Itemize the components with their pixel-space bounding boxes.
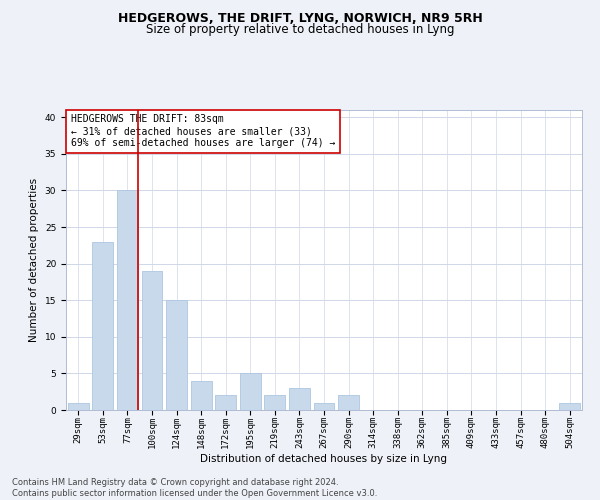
- Bar: [166, 300, 187, 410]
- Bar: [314, 402, 334, 410]
- Y-axis label: Number of detached properties: Number of detached properties: [29, 178, 39, 342]
- Bar: [265, 396, 286, 410]
- Text: HEDGEROWS, THE DRIFT, LYNG, NORWICH, NR9 5RH: HEDGEROWS, THE DRIFT, LYNG, NORWICH, NR9…: [118, 12, 482, 26]
- Bar: [289, 388, 310, 410]
- Bar: [338, 396, 359, 410]
- Bar: [191, 380, 212, 410]
- Text: HEDGEROWS THE DRIFT: 83sqm
← 31% of detached houses are smaller (33)
69% of semi: HEDGEROWS THE DRIFT: 83sqm ← 31% of deta…: [71, 114, 335, 148]
- Text: Size of property relative to detached houses in Lyng: Size of property relative to detached ho…: [146, 22, 454, 36]
- X-axis label: Distribution of detached houses by size in Lyng: Distribution of detached houses by size …: [200, 454, 448, 464]
- Bar: [142, 271, 163, 410]
- Bar: [559, 402, 580, 410]
- Bar: [68, 402, 89, 410]
- Bar: [92, 242, 113, 410]
- Bar: [240, 374, 261, 410]
- Bar: [215, 396, 236, 410]
- Text: Contains HM Land Registry data © Crown copyright and database right 2024.
Contai: Contains HM Land Registry data © Crown c…: [12, 478, 377, 498]
- Bar: [117, 190, 138, 410]
